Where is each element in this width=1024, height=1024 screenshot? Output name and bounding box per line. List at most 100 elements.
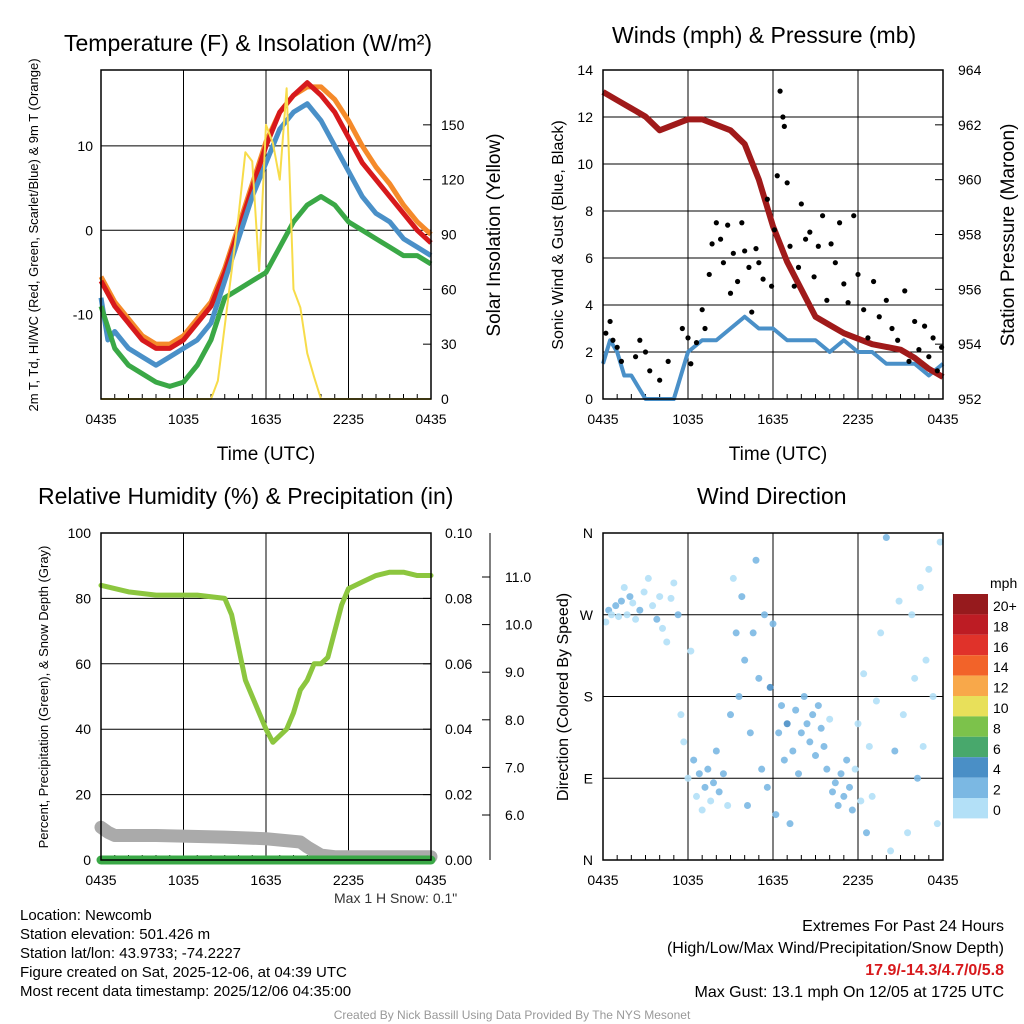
- direction-point: [775, 729, 783, 737]
- gust-point: [934, 368, 940, 374]
- legend-swatch: [953, 798, 988, 819]
- direction-point: [741, 656, 749, 664]
- y-tick-label: 0: [585, 391, 593, 407]
- gust-point: [824, 297, 830, 303]
- legend-swatch: [953, 716, 988, 737]
- direction-point: [868, 792, 876, 800]
- direction-point: [755, 674, 763, 682]
- direction-point: [766, 683, 774, 691]
- direction-point: [854, 720, 862, 728]
- direction-point: [769, 620, 777, 628]
- direction-point: [729, 574, 737, 582]
- x-axis-label: Time (UTC): [729, 444, 828, 465]
- gust-point: [851, 213, 857, 219]
- direction-point: [758, 765, 766, 773]
- legend-label: 2: [993, 782, 1001, 798]
- x-tick-label: 2235: [842, 411, 873, 427]
- direction-point: [653, 615, 661, 623]
- station-info: Location: Newcomb Station elevation: 501…: [20, 906, 351, 1001]
- legend-title: mph: [990, 575, 1017, 591]
- series-solar-insolation: [101, 87, 431, 400]
- direction-point: [752, 556, 760, 564]
- gust-point: [746, 264, 752, 270]
- direction-point: [919, 742, 927, 750]
- direction-point: [823, 765, 831, 773]
- direction-point: [806, 738, 814, 746]
- y-tick-label: 8: [585, 203, 593, 219]
- gust-point: [780, 114, 786, 120]
- figure-created: Figure created on Sat, 2025-12-06, at 04…: [20, 964, 347, 981]
- legend-label: 18: [993, 618, 1009, 634]
- gust-point: [774, 173, 780, 179]
- legend-label: 16: [993, 639, 1009, 655]
- y-tick-label: E: [584, 770, 593, 786]
- direction-point: [792, 706, 800, 714]
- gust-point: [688, 361, 694, 367]
- gust-point: [647, 368, 653, 374]
- gust-point: [727, 290, 734, 296]
- gust-point: [709, 241, 715, 247]
- gust-point: [749, 309, 755, 315]
- direction-point: [632, 615, 640, 623]
- direction-point: [780, 756, 788, 764]
- gust-point: [802, 236, 809, 242]
- direction-point: [840, 792, 848, 800]
- gust-point: [798, 201, 804, 207]
- gust-point: [614, 344, 620, 350]
- y-tick-label: S: [584, 689, 593, 705]
- direction-point: [636, 606, 644, 614]
- direction-point: [724, 802, 732, 809]
- temp-chart-title-text: Temperature (F) & Insolation (W/m²): [64, 30, 433, 56]
- snow-axis-tick-label: 11.0: [505, 569, 531, 585]
- direction-point: [936, 538, 944, 546]
- gust-point: [921, 323, 928, 329]
- y2-tick-label: 0.00: [445, 852, 472, 868]
- gust-point: [876, 314, 882, 320]
- direction-point: [797, 729, 805, 737]
- y2-tick-label: 952: [958, 391, 982, 407]
- direction-point: [783, 720, 791, 728]
- direction-point: [843, 756, 851, 764]
- x-tick-label: 1035: [168, 411, 199, 427]
- y-tick-label: N: [583, 525, 593, 541]
- direction-point: [846, 783, 853, 791]
- y-tick-label: 14: [577, 62, 593, 78]
- direction-point: [727, 711, 734, 719]
- max-snow-note: Max 1 H Snow: 0.1": [334, 890, 458, 906]
- plot-frame: [100, 532, 432, 861]
- gust-point: [730, 250, 736, 256]
- direction-point: [763, 783, 771, 791]
- gust-point: [657, 377, 663, 383]
- direction-point: [911, 674, 919, 682]
- direction-point: [615, 613, 623, 621]
- y-axis-label: Percent, Precipitation (Green), & Snow D…: [36, 546, 51, 849]
- y-tick-label: 80: [75, 590, 91, 606]
- elevation: Station elevation: 501.426 m: [20, 926, 211, 943]
- direction-point: [735, 693, 743, 700]
- wind-chart-title: Winds (mph) & Pressure (mb): [612, 22, 917, 48]
- y2-tick-label: 30: [441, 336, 457, 352]
- series-hi-wc: [98, 101, 433, 368]
- direction-point: [626, 593, 634, 601]
- direction-point: [744, 802, 751, 809]
- gust-point: [706, 271, 712, 278]
- y2-tick-label: 0.10: [445, 525, 472, 541]
- y-tick-label: 100: [68, 525, 92, 541]
- direction-point: [761, 611, 768, 619]
- direction-point: [857, 797, 865, 805]
- y2-tick-label: 0.02: [445, 787, 472, 803]
- y-tick-label: 0: [85, 222, 93, 238]
- direction-point: [687, 647, 695, 655]
- direction-point: [749, 629, 757, 637]
- y2-tick-label: 956: [958, 281, 982, 297]
- y2-tick-label: 0.04: [445, 721, 472, 737]
- direction-point: [929, 693, 937, 700]
- y2-tick-label: 90: [441, 227, 457, 243]
- direction-point: [612, 602, 620, 610]
- y2-tick-label: 60: [441, 281, 457, 297]
- legend-label: 10: [993, 700, 1009, 716]
- gust-point: [713, 220, 719, 226]
- direction-point: [908, 611, 916, 619]
- y2-tick-label: 958: [958, 227, 982, 243]
- plot-frame: [100, 69, 432, 400]
